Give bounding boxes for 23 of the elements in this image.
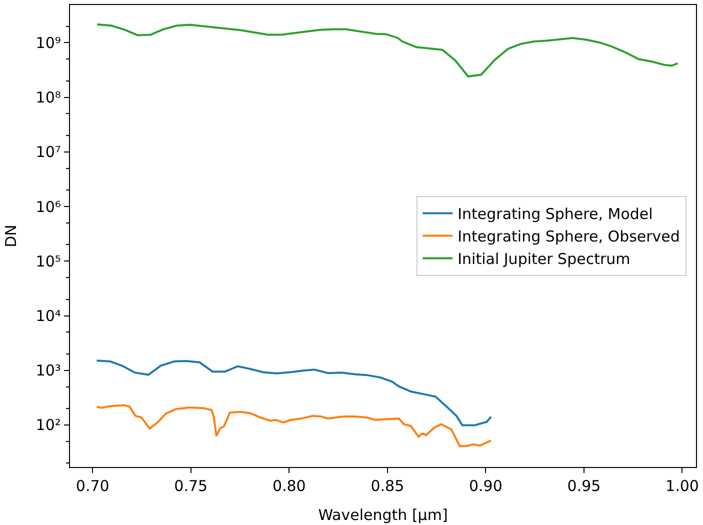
y-tick-label: 10⁵ [36,252,61,270]
line-series [96,23,679,78]
legend-label: Initial Jupiter Spectrum [458,250,630,268]
y-tick-label: 10⁴ [36,307,61,325]
x-tick-label: 1.00 [666,477,699,496]
line-series [96,360,492,426]
x-tick-label: 0.80 [272,477,306,496]
x-tick-label: 0.85 [370,477,404,496]
y-tick-label: 10⁷ [36,143,61,162]
legend-label: Integrating Sphere, Observed [458,228,680,246]
x-tick-label: 0.95 [567,477,601,496]
y-tick-label: 10² [36,416,61,434]
x-tick-label: 0.70 [76,477,110,496]
y-tick-label: 10⁶ [36,198,61,216]
x-tick-label: 0.75 [174,477,208,496]
legend-label: Integrating Sphere, Model [458,205,653,224]
y-tick-label: 10⁸ [36,88,61,107]
x-tick-label: 0.90 [468,477,502,496]
line-series [96,404,492,448]
x-axis-title: Wavelength [μm] [318,506,448,524]
y-tick-label: 10³ [36,362,61,380]
y-tick-label: 10⁹ [36,34,61,52]
y-axis-title: DN [2,224,20,248]
